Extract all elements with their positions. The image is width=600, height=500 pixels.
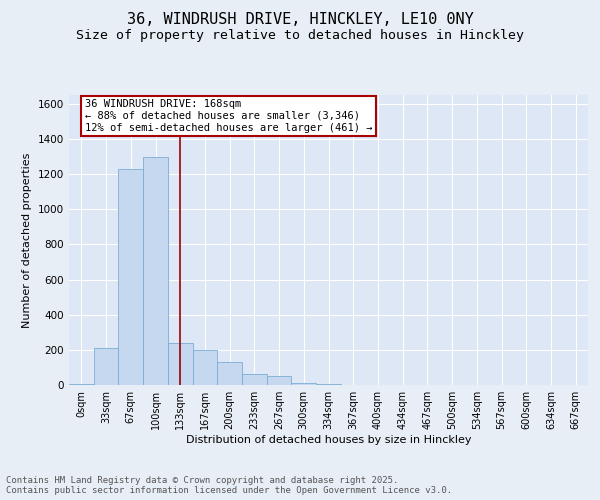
- Bar: [316, 384, 341, 385]
- Bar: [69, 384, 94, 385]
- Bar: [217, 362, 242, 385]
- Bar: [292, 383, 316, 385]
- Y-axis label: Number of detached properties: Number of detached properties: [22, 152, 32, 328]
- Bar: [143, 158, 168, 385]
- Bar: [94, 348, 118, 385]
- Text: 36, WINDRUSH DRIVE, HINCKLEY, LE10 0NY: 36, WINDRUSH DRIVE, HINCKLEY, LE10 0NY: [127, 12, 473, 28]
- Text: Size of property relative to detached houses in Hinckley: Size of property relative to detached ho…: [76, 29, 524, 42]
- Text: 36 WINDRUSH DRIVE: 168sqm
← 88% of detached houses are smaller (3,346)
12% of se: 36 WINDRUSH DRIVE: 168sqm ← 88% of detac…: [85, 100, 372, 132]
- Bar: [118, 169, 143, 385]
- Bar: [168, 343, 193, 385]
- Bar: [267, 376, 292, 385]
- Bar: [193, 350, 217, 385]
- X-axis label: Distribution of detached houses by size in Hinckley: Distribution of detached houses by size …: [186, 435, 471, 445]
- Bar: [242, 374, 267, 385]
- Text: Contains HM Land Registry data © Crown copyright and database right 2025.
Contai: Contains HM Land Registry data © Crown c…: [6, 476, 452, 495]
